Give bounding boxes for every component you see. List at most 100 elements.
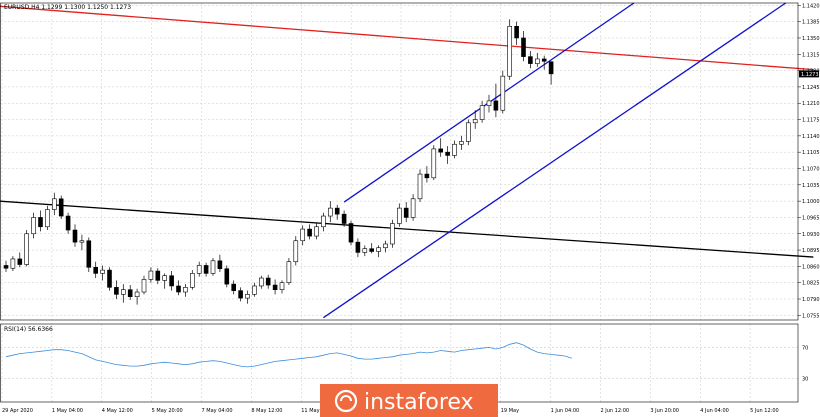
candle (10, 256, 16, 272)
candle-body (507, 26, 513, 77)
candle-body (190, 273, 195, 288)
candle-body (31, 217, 36, 235)
candle-body (45, 209, 50, 228)
candle-body (169, 275, 174, 287)
y-tick-label: 1.0790 (802, 297, 820, 303)
candle (169, 271, 174, 291)
candle-body (51, 198, 57, 210)
candle-body (252, 285, 257, 295)
candle (86, 237, 92, 272)
rsi-header: RSI(14) 56.6366 (4, 326, 53, 333)
candle (355, 238, 361, 258)
candle-body (286, 261, 292, 284)
x-tick-label: 8 May 12:00 (251, 408, 282, 414)
candle-body (203, 265, 209, 274)
candle (472, 110, 478, 129)
candle-body (79, 240, 85, 243)
candle-body (355, 241, 361, 253)
candle (51, 192, 57, 216)
y-tick-label: 1.1175 (802, 118, 820, 124)
watermark-text: instaforex (364, 390, 474, 415)
candle (134, 288, 140, 305)
y-tick-label: 1.0860 (802, 264, 820, 270)
watermark-logo-arc-icon (340, 395, 352, 402)
candle (252, 282, 257, 297)
candle (293, 236, 299, 266)
candle (31, 212, 36, 239)
candle (369, 243, 375, 254)
candle (528, 51, 533, 69)
candle (245, 290, 250, 304)
candle-body (334, 207, 340, 215)
candle (334, 204, 340, 220)
candle-body (93, 267, 98, 274)
candle-body (348, 223, 354, 243)
x-tick-label: 29 Apr 2020 (2, 408, 33, 414)
candle (107, 267, 112, 291)
candle-body (224, 268, 230, 285)
y-tick-label: 1.0965 (802, 215, 820, 221)
candle-body (321, 215, 326, 228)
candle (514, 21, 519, 45)
candle (45, 205, 50, 231)
y-tick-label: 1.1035 (802, 183, 820, 189)
candle-body (245, 294, 250, 299)
candle-body (383, 243, 388, 249)
candle-body (459, 141, 464, 145)
candle (17, 252, 23, 268)
candle (162, 273, 167, 289)
candle-body (58, 198, 64, 217)
candle-body (24, 233, 30, 265)
candle-body (114, 287, 119, 295)
candle-body (431, 148, 437, 179)
candle-body (141, 279, 147, 293)
candle-body (121, 289, 126, 295)
y-tick-label: 1.1140 (802, 134, 820, 140)
watermark: instaforex (320, 384, 498, 417)
candle-body (258, 277, 264, 287)
rsi-tick-label: 30 (802, 377, 808, 383)
candle-body (362, 248, 368, 253)
rsi-line (5, 342, 572, 368)
candle (534, 52, 540, 67)
candle-body (162, 275, 167, 281)
y-tick-label: 1.0755 (802, 313, 820, 319)
x-tick-label: 4 May 12:00 (102, 408, 133, 414)
candle (362, 245, 368, 257)
candle (258, 275, 264, 289)
candle-body (238, 290, 243, 299)
candle (79, 234, 85, 251)
candle (93, 261, 98, 279)
main-frame (0, 2, 799, 321)
candle (183, 284, 188, 297)
candle-body (472, 119, 478, 124)
candle (155, 268, 161, 285)
candle (410, 194, 416, 221)
candle-body (541, 58, 547, 62)
y-tick-label: 1.1245 (802, 85, 820, 91)
candle-body (403, 207, 409, 218)
candle (424, 166, 430, 183)
candle (286, 257, 292, 286)
candle-body (452, 143, 457, 156)
candle-body (424, 173, 430, 179)
candle-body (486, 100, 492, 106)
x-tick-label: 1 May 04:00 (52, 408, 83, 414)
candle (486, 94, 492, 113)
candle (72, 224, 78, 247)
candle-body (410, 198, 416, 218)
y-tick-label: 1.1210 (802, 101, 820, 107)
candle-body (417, 173, 423, 200)
y-tick-label: 1.0895 (802, 248, 820, 254)
trendline-red-resistance (0, 5, 814, 71)
candle-body (10, 258, 16, 269)
candle-body (38, 217, 43, 228)
candle (141, 275, 147, 295)
candle-body (521, 37, 526, 57)
candle (452, 140, 457, 159)
candle-body (438, 148, 444, 153)
candle (196, 261, 202, 277)
current-price-badge (799, 70, 819, 78)
candle-body (148, 270, 154, 280)
